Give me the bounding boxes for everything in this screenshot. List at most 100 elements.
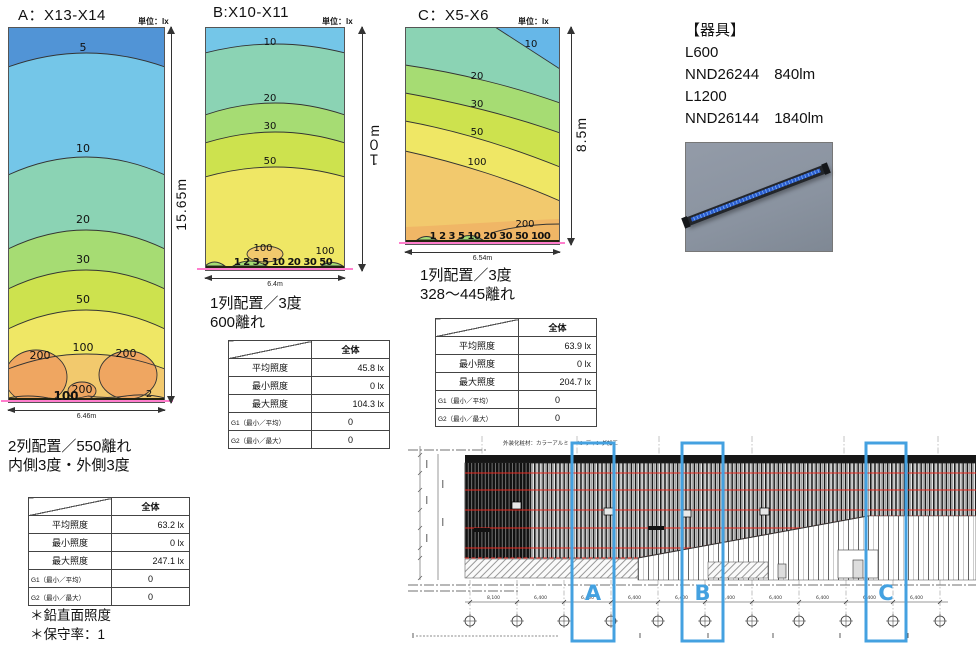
elevation-drawing: 外装化粧材：カラーアルミ ベンディング加工 <box>408 436 976 643</box>
plot-b-title: B:X10-X11 <box>213 4 289 21</box>
width-dimension-b-label: 6.4m <box>267 281 283 288</box>
contour-label: 100 <box>467 157 486 168</box>
height-dimension-c <box>567 26 576 246</box>
caption-b: 1列配置／3度 600離れ <box>210 295 302 331</box>
contour-label: 200 <box>116 347 137 360</box>
stair-hatch <box>707 561 769 579</box>
row-value: 0 <box>111 587 190 606</box>
contour-label: 10 <box>76 142 90 155</box>
contour-label: 2 <box>146 389 152 400</box>
width-dimension-c: 6.54m <box>404 249 561 262</box>
contour-label: 20 <box>471 71 484 82</box>
row-label: 最大照度 <box>228 394 312 413</box>
row-label: 最大照度 <box>28 551 112 570</box>
baseline-c <box>399 242 565 244</box>
height-dimension-a <box>167 26 176 404</box>
row-label: G1（最小／平均） <box>228 412 312 431</box>
width-dimension-a: 6.46m <box>7 407 166 420</box>
contour-lines-a <box>8 52 165 400</box>
facade-annotation: 外装化粧材：カラーアルミ ベンディング加工 <box>503 439 618 447</box>
row-label: 最小照度 <box>435 354 519 373</box>
contour-label: 200 <box>515 219 534 230</box>
svg-text:6,400: 6,400 <box>628 595 641 601</box>
table-corner-cell <box>435 318 519 337</box>
fixture-model-1: L600 <box>685 44 719 61</box>
contour-label: 30 <box>471 99 484 110</box>
row-label: G1（最小／平均） <box>28 569 112 588</box>
fixture-photo <box>681 142 833 252</box>
contour-lines-c <box>405 27 560 241</box>
svg-text:6,400: 6,400 <box>863 595 876 601</box>
baseline-b <box>197 268 353 270</box>
section-highlight-boxes <box>570 441 908 643</box>
contour-lines-b <box>205 43 345 267</box>
row-value: 45.8 lx <box>311 358 390 377</box>
row-label: G2（最小／最大） <box>228 430 312 449</box>
height-dimension-c-label: 8.5m <box>573 117 589 153</box>
svg-text:6,400: 6,400 <box>581 595 594 601</box>
row-label: G2（最小／最大） <box>435 408 519 427</box>
plot-c-unit-label: 単位：lx <box>518 17 549 26</box>
illuminance-table-c: 全体 平均照度 63.9 lx 最小照度 0 lx 最大照度 204.7 lx … <box>435 318 597 427</box>
fixture-model-2: L1200 <box>685 88 727 105</box>
width-dimension-c-label: 6.54m <box>472 255 493 262</box>
contour-label: 100 <box>53 389 78 403</box>
contour-label: 50 <box>76 293 90 306</box>
section-label-c: C <box>878 581 893 605</box>
svg-text:6,400: 6,400 <box>769 595 782 601</box>
row-value: 63.9 lx <box>518 336 597 355</box>
height-dimension-a-label: 15.65m <box>173 178 189 231</box>
section-label-b: B <box>694 581 710 605</box>
door <box>852 559 864 579</box>
row-label: 最大照度 <box>435 372 519 391</box>
contour-bottom-row: 1 2 3 5 10 20 30 50 100 <box>430 231 551 242</box>
width-dimension-b: 6.4m <box>204 275 346 288</box>
contour-label: 30 <box>76 253 90 266</box>
contour-label: 100 <box>253 243 272 254</box>
contour-plot-b: 10 20 30 50 100 100 1 2 3 5 10 20 30 50 <box>205 27 345 271</box>
contour-label: 100 <box>73 341 94 354</box>
highlight-box-c <box>864 441 908 643</box>
fine-print-marks <box>412 633 909 638</box>
svg-text:6,400: 6,400 <box>722 595 735 601</box>
table-corner-cell <box>228 340 312 359</box>
contour-label: 50 <box>471 127 484 138</box>
led-strip <box>690 167 821 222</box>
caption-a: 2列配置／550離れ 内側3度・外側3度 <box>8 438 132 474</box>
contour-plot-a: 5 10 20 30 50 100 200 200 200 100 2 <box>8 27 165 403</box>
contour-label: 10 <box>264 37 277 48</box>
row-label: 平均照度 <box>228 358 312 377</box>
fixture-spec-2: NND26144 1840lm <box>685 110 824 127</box>
plot-a-unit-label: 単位：lx <box>138 17 169 26</box>
row-label: 最小照度 <box>228 376 312 395</box>
caption-c: 1列配置／3度 328～445離れ <box>420 267 516 303</box>
illuminance-table-b: 全体 平均照度 45.8 lx 最小照度 0 lx 最大照度 104.3 lx … <box>228 340 390 449</box>
row-label: 最小照度 <box>28 533 112 552</box>
fixture-heading: 【器具】 <box>685 22 746 39</box>
contour-label: 50 <box>264 156 277 167</box>
table-header: 全体 <box>111 497 190 516</box>
plot-b-unit-label: 単位：lx <box>322 17 353 26</box>
row-label: G2（最小／最大） <box>28 587 112 606</box>
highlight-box-a <box>570 441 616 643</box>
contour-label: 10 <box>525 39 538 50</box>
grid-stubs <box>481 436 939 455</box>
svg-text:6,400: 6,400 <box>910 595 923 601</box>
contour-label: 5 <box>80 41 87 54</box>
end-cap <box>821 162 831 175</box>
section-labels: A B C <box>585 581 894 605</box>
svg-text:8,100: 8,100 <box>487 595 500 601</box>
illuminance-table-a: 全体 平均照度 63.2 lx 最小照度 0 lx 最大照度 247.1 lx … <box>28 497 190 606</box>
end-cap <box>681 216 691 229</box>
contour-plot-c: 10 20 30 50 100 200 1 2 3 5 10 20 30 50 … <box>405 27 560 245</box>
highlight-box-b <box>680 441 725 643</box>
plot-c-title: C：X5-X6 <box>418 7 490 24</box>
height-dimension-b-label: １０m <box>366 124 382 167</box>
svg-text:6,400: 6,400 <box>816 595 829 601</box>
row-value: 0 <box>518 390 597 409</box>
contour-label: 200 <box>72 383 93 396</box>
row-value: 0 <box>111 569 190 588</box>
row-label: 平均照度 <box>435 336 519 355</box>
height-dimension-b <box>358 26 367 272</box>
